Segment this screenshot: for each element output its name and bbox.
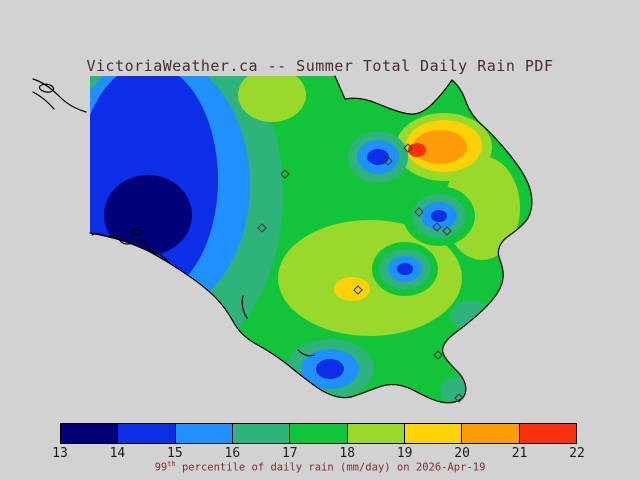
main-coastline: [89, 75, 533, 404]
colorbar-segment-21-22: [519, 424, 576, 443]
contour-region-14: [397, 263, 413, 275]
contour-region-20: [413, 130, 467, 164]
station-marker: [433, 350, 443, 360]
colorbar-tick-14: 14: [109, 446, 126, 461]
northwest-coastline: [32, 78, 87, 113]
contour-region-13: [104, 175, 192, 255]
colorbar-segment-15-16: [175, 424, 233, 443]
station-marker: [383, 156, 393, 166]
colorbar-tick-15: 15: [167, 446, 183, 461]
colorbar-ticks: 13 14 15 16 17 18 19 20 21 22: [52, 446, 585, 461]
northwest-channel-coastline: [32, 91, 55, 110]
colorbar-segment-16-17: [232, 424, 291, 443]
colorbar-tick-16: 16: [224, 446, 241, 461]
colorbar-segment-17-18: [290, 424, 348, 443]
colorbar-segment-14-15: [118, 424, 176, 443]
contour-region-14: [431, 210, 447, 222]
station-marker: [414, 207, 424, 217]
colorbar-tick-20: 20: [454, 446, 470, 461]
station-marker-layer: [257, 143, 464, 403]
small-island-outline: [38, 83, 55, 93]
contour-fill-layer: [90, 76, 532, 403]
caption-number: 99: [154, 461, 168, 474]
colorbar-tick-17: 17: [281, 446, 298, 461]
station-marker: [257, 223, 267, 233]
plot-title: VictoriaWeather.ca -- Summer Total Daily…: [86, 57, 554, 75]
station-marker: [454, 393, 464, 403]
contour-region-21: [408, 143, 426, 157]
contour-region-19: [334, 277, 370, 301]
colorbar-segment-18-19: [347, 424, 405, 443]
esquimalt-inlet-coastline: [241, 295, 248, 319]
colorbar-segment-19-20: [404, 424, 463, 443]
colorbar: [60, 423, 577, 444]
coastline-layer: [32, 75, 533, 404]
station-marker: [353, 285, 363, 295]
caption-superscript: th: [167, 460, 176, 468]
contour-region-14: [316, 359, 344, 379]
colorbar-tick-19: 19: [396, 446, 413, 461]
station-marker: [280, 169, 290, 179]
contour-region-18: [238, 76, 306, 122]
colorbar-tick-21: 21: [511, 446, 528, 461]
colorbar-segment-20-21: [462, 424, 520, 443]
caption-text: percentile of daily rain (mm/day) on 202…: [175, 461, 486, 474]
station-marker: [442, 226, 452, 236]
colorbar-tick-18: 18: [339, 446, 356, 461]
colorbar-tick-22: 22: [569, 446, 585, 461]
sooke-inlet-coastline: [91, 233, 169, 262]
victoria-harbour-coastline: [297, 349, 315, 357]
colorbar-tick-13: 13: [52, 446, 68, 461]
station-marker: [403, 143, 413, 153]
colorbar-caption: 99th percentile of daily rain (mm/day) o…: [0, 460, 640, 474]
station-marker: [432, 222, 442, 232]
colorbar-segment-13-14: [61, 424, 119, 443]
small-pond-outline: [131, 228, 143, 236]
